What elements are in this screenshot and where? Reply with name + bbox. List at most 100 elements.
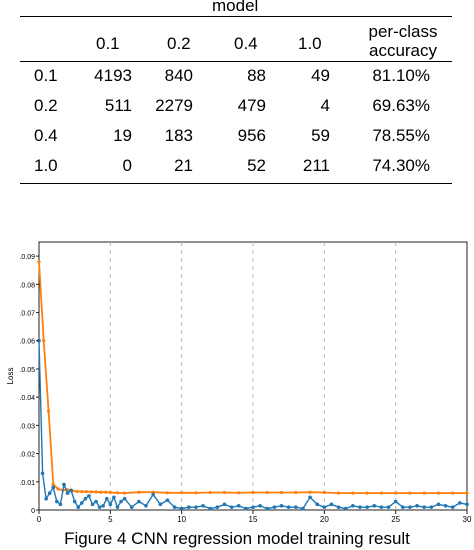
data-point [386,505,391,509]
data-point [451,491,455,495]
data-point [258,503,262,508]
col-header-per-class-accuracy: per-class accuracy [368,22,438,60]
grid-lines [109,242,397,510]
data-point [465,502,469,507]
data-point [101,503,105,508]
data-point [251,505,255,509]
table-cell: 479 [237,96,266,115]
data-point [179,506,184,511]
data-point [365,505,369,509]
data-point [40,471,45,476]
data-point [87,494,91,498]
data-point [222,490,227,495]
data-point [158,502,163,507]
data-point [308,495,312,500]
y-axis-label: Loss [6,368,15,385]
data-point [165,498,170,502]
table-cell: 4193 [94,66,132,85]
y-tick-label: .0.09 [19,254,35,261]
table-cell: 21 [174,156,193,175]
data-point [351,491,355,495]
table-cell: 52 [247,156,266,175]
col-header-0.4: 0.4 [234,34,258,53]
row-label: 0.2 [34,96,58,115]
table-group-header: model [212,0,259,15]
table-cell: 74.30% [372,156,430,175]
data-point [65,491,70,495]
data-point [62,482,66,487]
data-point [75,489,79,493]
data-point [337,491,341,495]
data-point [237,491,241,495]
y-tick-label: .0.06 [19,339,35,346]
data-point [393,499,398,504]
table-bottom-rule [20,183,452,184]
data-point [51,483,55,487]
data-point [422,491,426,495]
data-point [194,505,198,509]
data-point [69,488,73,493]
data-point [244,506,248,511]
loss-chart: .0.09 .0.08 .0.07 .0.06 .0.05 .0.04 .0.03 .0.02… [6,241,472,524]
data-point [422,505,427,509]
data-point [286,505,291,509]
data-point [465,491,469,495]
data-point [336,505,341,509]
data-point [401,505,405,509]
data-point [89,490,93,494]
data-point [47,491,52,495]
data-point [51,485,56,490]
data-point [76,505,81,509]
data-point [458,501,462,505]
data-point [308,490,312,494]
data-point [450,505,455,509]
data-point [84,490,89,494]
data-point [97,505,102,509]
y-tick-label: .0.05 [19,367,35,374]
data-point [108,490,112,495]
data-point [55,499,59,504]
data-point [351,503,355,508]
data-point [112,495,116,500]
data-point [46,409,51,413]
x-tick-label: 25 [391,515,400,524]
data-point [44,496,48,501]
table-cell: 78.55% [372,126,430,145]
data-point [443,503,448,508]
data-point [194,491,198,495]
data-point [408,505,412,509]
table-cell: 69.63% [372,96,430,115]
data-point [144,503,148,508]
data-point [187,505,191,509]
y-tick-label: .0.04 [19,395,35,402]
data-point [129,505,134,509]
data-point [80,490,84,494]
table-top-rule [20,16,452,17]
x-axis: 0 5 10 15 20 25 30 [37,510,472,524]
data-point [343,506,348,511]
y-tick-label: .0.01 [19,480,35,487]
table-cell: 183 [164,126,193,145]
data-point [108,502,113,507]
row-label: 0.1 [34,66,58,85]
x-tick-label: 5 [108,515,113,524]
table-cell: 840 [164,66,193,85]
x-tick-label: 30 [463,515,472,524]
data-point [358,505,362,509]
data-point [436,491,441,495]
data-point [201,503,205,508]
data-point [329,502,334,507]
data-point [322,505,327,509]
table-cell: 59 [311,126,330,145]
data-point [229,505,234,509]
y-tick-label: .0.03 [19,423,35,430]
data-point [180,491,184,495]
data-point [151,492,155,497]
data-point [208,490,212,495]
row-label: 0.4 [34,126,58,145]
data-point [104,490,108,494]
table-cell: 4 [320,96,330,115]
data-point [90,502,95,507]
y-axis: .0.09 .0.08 .0.07 .0.06 .0.05 .0.04 .0.03 .0.02… [19,254,39,515]
data-point [208,506,212,511]
